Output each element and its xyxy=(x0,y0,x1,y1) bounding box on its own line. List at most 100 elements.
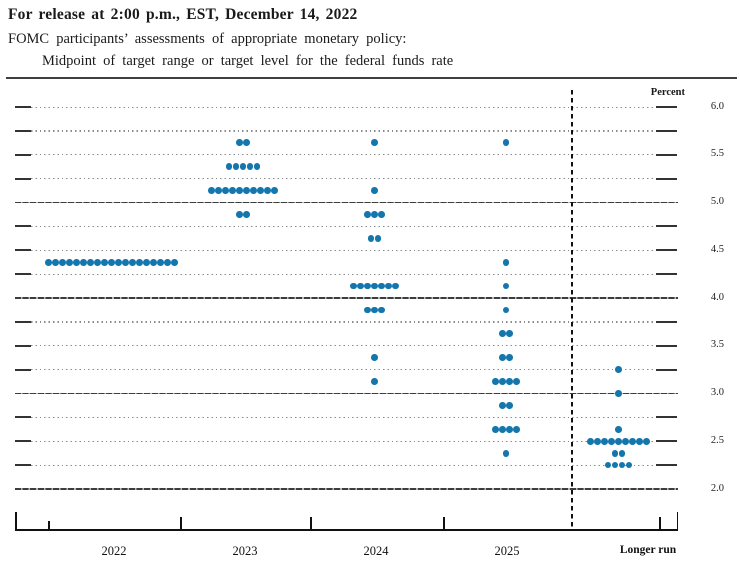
gridline-5.75 xyxy=(31,130,655,132)
fomc-dot-2023-5.125 xyxy=(264,187,271,194)
fomc-dot-2025-2.375 xyxy=(502,449,510,457)
fomc-dot-Longer-run-2.375 xyxy=(611,449,619,457)
y-tick-label-4.0: 4.0 xyxy=(710,291,724,303)
fomc-dot-2025-3.125 xyxy=(513,378,520,385)
gridline-5.25 xyxy=(31,178,655,180)
fomc-dot-2023-4.875 xyxy=(243,211,250,218)
fomc-dot-2022-4.375 xyxy=(45,258,52,266)
fomc-dot-2022-4.375 xyxy=(108,258,115,266)
fomc-dot-Longer-run-2.5 xyxy=(636,437,643,445)
fomc-dot-2025-2.625 xyxy=(499,425,506,433)
gridline-3.75 xyxy=(31,321,655,323)
fomc-dot-2022-4.375 xyxy=(122,258,129,266)
longer-run-divider xyxy=(571,90,573,529)
y-tick-label-4.5: 4.5 xyxy=(710,243,724,255)
fomc-dot-Longer-run-2.5 xyxy=(615,437,622,445)
gridline-2.25 xyxy=(31,464,655,466)
fomc-dot-Longer-run-2.5 xyxy=(594,437,601,445)
x-axis-line xyxy=(15,529,678,531)
fomc-dot-2025-4.375 xyxy=(502,258,510,266)
fomc-dot-2025-3.375 xyxy=(499,354,506,362)
fomc-dot-2025-3.125 xyxy=(506,378,513,385)
fomc-dot-2025-3.625 xyxy=(499,330,506,338)
fomc-dot-2024-4.125 xyxy=(364,282,371,290)
y-tick-label-2.0: 2.0 xyxy=(710,482,724,494)
release-line: For release at 2:00 p.m., EST, December … xyxy=(8,6,358,23)
fomc-dot-Longer-run-2.625 xyxy=(615,425,622,433)
x-axis-tick-5 xyxy=(659,517,661,529)
gridline-left-tick-2.75 xyxy=(15,416,31,419)
fomc-dot-2024-4.875 xyxy=(364,211,371,218)
gridline-major-2.00 xyxy=(15,488,678,490)
fomc-dot-Longer-run-2.5 xyxy=(608,437,615,445)
fomc-dot-2025-2.875 xyxy=(506,402,513,409)
gridline-major-5.00 xyxy=(15,201,678,204)
gridline-4.75 xyxy=(31,225,655,228)
gridline-right-tick-4.75 xyxy=(656,225,677,228)
fomc-dot-Longer-run-2.25 xyxy=(625,461,633,469)
fomc-dot-2025-3.125 xyxy=(499,378,506,385)
gridline-2.75 xyxy=(31,416,655,419)
y-tick-label-2.5: 2.5 xyxy=(710,434,724,446)
fomc-dot-2022-4.375 xyxy=(59,258,66,266)
gridline-left-tick-5.75 xyxy=(15,129,31,132)
fomc-dot-Longer-run-3.25 xyxy=(615,366,622,373)
gridline-left-tick-3.50 xyxy=(15,344,31,347)
fomc-dot-2023-5.375 xyxy=(225,163,233,171)
gridline-2.50 xyxy=(31,440,655,442)
fomc-dot-2022-4.375 xyxy=(66,258,73,266)
fomc-dot-2023-5.625 xyxy=(236,139,243,147)
fomc-dot-2024-3.875 xyxy=(371,306,378,314)
x-axis-tick-6 xyxy=(676,512,678,529)
gridline-left-tick-3.75 xyxy=(15,320,31,323)
gridline-left-tick-4.50 xyxy=(15,249,31,252)
chart-subtitle-1: FOMC participants’ assessments of approp… xyxy=(8,31,407,47)
fomc-dot-2024-5.125 xyxy=(371,187,378,194)
fomc-dot-2024-4.125 xyxy=(371,282,378,290)
fomc-dot-2023-4.875 xyxy=(236,211,243,218)
fomc-dot-Longer-run-2.5 xyxy=(643,437,650,445)
fomc-dot-2025-4.125 xyxy=(502,282,510,290)
fomc-dot-2024-3.375 xyxy=(371,354,378,362)
fomc-dot-2023-5.125 xyxy=(257,187,264,194)
x-axis-tick-1 xyxy=(48,521,50,529)
gridline-major-3.00 xyxy=(15,392,678,395)
fomc-dot-2024-4.125 xyxy=(392,282,399,290)
fomc-dot-2022-4.375 xyxy=(115,258,122,266)
gridline-right-tick-5.25 xyxy=(656,177,677,180)
gridline-4.25 xyxy=(31,273,655,275)
gridline-4.50 xyxy=(31,249,655,251)
fomc-dot-2025-3.625 xyxy=(506,330,513,338)
gridline-left-tick-4.75 xyxy=(15,225,31,228)
gridline-right-tick-3.25 xyxy=(656,368,677,371)
fomc-dot-2022-4.375 xyxy=(150,258,157,266)
x-axis-tick-3 xyxy=(310,517,312,529)
x-axis-tick-4 xyxy=(443,517,445,529)
fomc-dot-2023-5.125 xyxy=(208,187,215,194)
fomc-dot-2022-4.375 xyxy=(52,258,59,266)
fomc-dot-2023-5.125 xyxy=(236,187,243,194)
fomc-dot-2025-5.625 xyxy=(502,139,510,147)
fomc-dot-2022-4.375 xyxy=(157,258,164,266)
fomc-dot-2022-4.375 xyxy=(80,258,87,266)
fomc-dot-2024-3.875 xyxy=(378,306,385,314)
fomc-dot-2024-4.125 xyxy=(385,282,392,290)
chart-subtitle-2: Midpoint of target range or target level… xyxy=(42,53,454,69)
fomc-dot-2024-4.875 xyxy=(378,211,385,218)
fomc-dot-2022-4.375 xyxy=(73,258,80,266)
gridline-3.50 xyxy=(31,345,655,347)
fomc-dot-2023-5.125 xyxy=(215,187,222,194)
fomc-dot-2023-5.125 xyxy=(222,187,229,194)
gridline-left-tick-6.00 xyxy=(15,106,31,108)
fomc-dot-2023-5.375 xyxy=(246,163,254,171)
fomc-dot-2025-2.625 xyxy=(506,425,513,433)
gridline-major-4.00 xyxy=(15,297,678,299)
gridline-left-tick-5.50 xyxy=(15,153,31,156)
gridline-left-tick-2.50 xyxy=(15,440,31,443)
x-label-2023: 2023 xyxy=(232,544,258,558)
gridline-left-tick-3.25 xyxy=(15,368,31,371)
gridline-right-tick-2.50 xyxy=(656,440,677,443)
y-axis-unit-label: Percent xyxy=(650,87,685,98)
